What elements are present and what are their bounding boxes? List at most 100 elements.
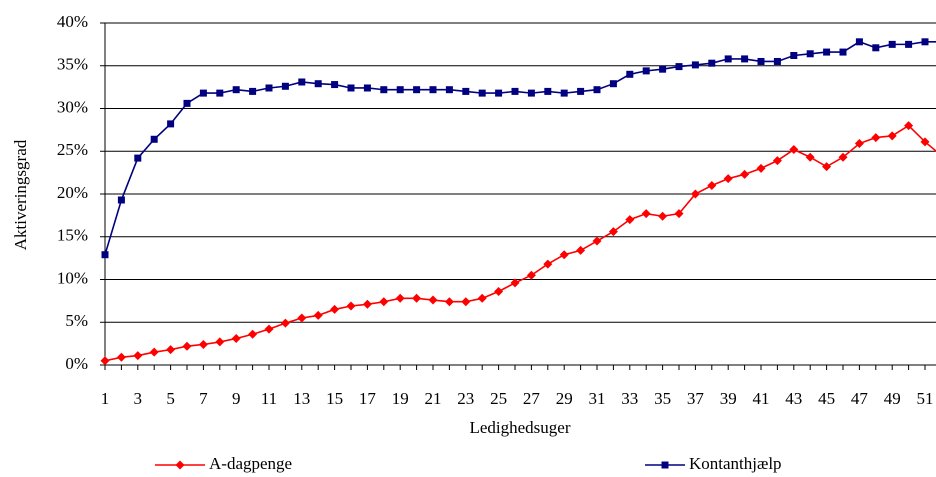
x-tick-label: 19 [392,389,409,408]
point [183,99,191,107]
legend-marker [661,461,669,469]
point [395,293,405,303]
y-tick-label: 25% [57,140,88,159]
x-tick-label: 35 [654,389,671,408]
point [494,286,504,296]
point [560,89,568,97]
point [511,87,519,95]
point [462,87,470,95]
x-tick-label: 23 [457,389,474,408]
point [789,145,799,155]
point [215,337,225,347]
point [362,299,372,309]
point [281,82,289,90]
point [478,89,486,97]
point [167,120,175,128]
point [346,301,356,311]
x-tick-label: 41 [753,389,770,408]
point [708,59,716,67]
x-tick-label: 39 [720,389,737,408]
point [527,89,535,97]
point [380,86,388,94]
point [249,87,257,95]
x-tick-label: 21 [425,389,442,408]
point [659,65,667,73]
x-tick-label: 17 [359,389,377,408]
x-tick-label: 43 [785,389,802,408]
point [396,86,404,94]
point [330,304,340,314]
legend-marker [175,460,185,470]
x-tick-label: 5 [166,389,175,408]
point [133,351,143,361]
point [887,131,897,141]
point [444,297,454,307]
point [429,86,437,94]
point [823,48,831,56]
x-tick-label: 51 [917,389,934,408]
point [495,89,503,97]
x-tick-label: 25 [490,389,507,408]
point [790,51,798,59]
point [428,295,438,305]
point [347,84,355,92]
point [641,209,651,219]
point [313,310,323,320]
point [264,324,274,334]
point [363,84,371,92]
y-axis-label: Aktiveringsgrad [11,139,30,250]
x-tick-label: 13 [293,389,310,408]
point [625,215,635,225]
point [593,86,601,94]
point [100,356,110,366]
x-tick-label: 7 [199,389,208,408]
point [280,318,290,328]
point [297,313,307,323]
point [559,250,569,260]
point [379,297,389,307]
point [412,293,422,303]
point [265,84,273,92]
point [608,227,618,237]
point [445,86,453,94]
x-tick-label: 37 [687,389,705,408]
point [757,57,765,65]
point [182,341,192,351]
point [149,347,159,357]
point [477,293,487,303]
y-tick-label: 30% [57,97,88,116]
legend-label: A-dagpenge [209,454,292,473]
y-tick-label: 40% [57,12,88,31]
point [806,50,814,58]
x-tick-label: 31 [589,389,606,408]
point [871,133,881,143]
x-tick-label: 27 [523,389,541,408]
x-tick-label: 9 [232,389,241,408]
x-tick-label: 1 [101,389,110,408]
point [232,86,240,94]
point [150,135,158,143]
point [101,251,109,259]
point [166,345,176,355]
y-tick-label: 10% [57,268,88,287]
point [413,86,421,94]
point [691,61,699,69]
point [839,48,847,56]
point [609,80,617,88]
point [198,339,208,349]
point [854,139,864,149]
legend-label: Kontanthjælp [689,454,782,473]
point [724,55,732,63]
point [134,154,142,162]
point [855,38,863,46]
point [921,38,929,46]
point [905,40,913,48]
y-tick-label: 15% [57,226,88,245]
point [772,156,782,166]
point [199,89,207,97]
point [805,152,815,162]
point [298,78,306,86]
x-axis-label: Ledighedsuger [469,418,570,437]
point [510,278,520,288]
